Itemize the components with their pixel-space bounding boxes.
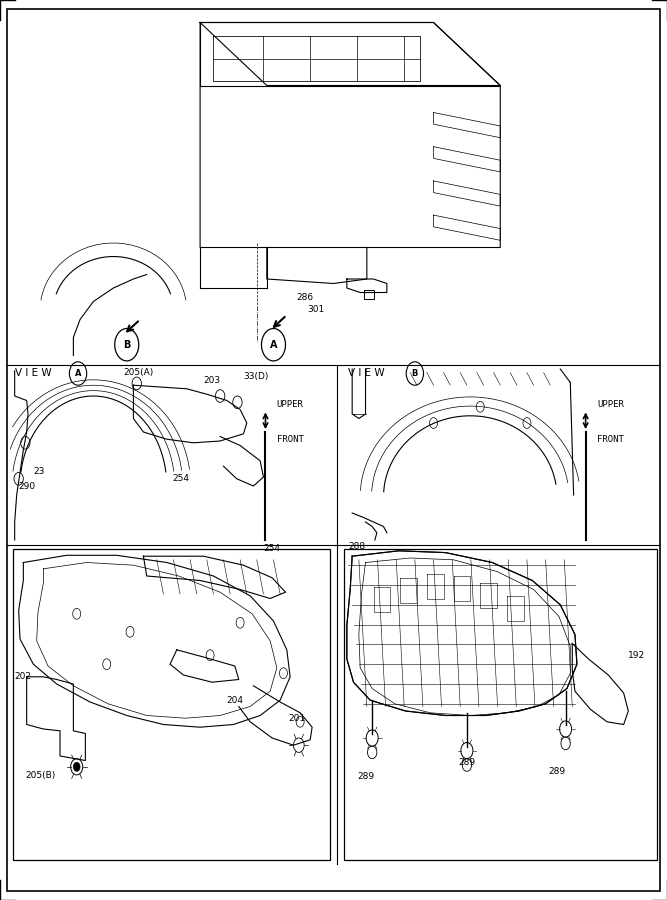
Text: 288: 288 <box>348 542 366 551</box>
Text: 254: 254 <box>263 544 280 553</box>
Text: 289: 289 <box>458 758 476 767</box>
Text: 192: 192 <box>628 651 646 660</box>
Text: 204: 204 <box>227 696 243 705</box>
Text: 289: 289 <box>357 772 374 781</box>
Text: 23: 23 <box>33 467 45 476</box>
Text: UPPER: UPPER <box>597 400 624 410</box>
Text: 203: 203 <box>203 376 221 385</box>
Text: 201: 201 <box>288 714 305 723</box>
Text: 202: 202 <box>15 672 31 681</box>
Text: V I E W: V I E W <box>15 368 51 378</box>
Text: 205(A): 205(A) <box>123 368 153 377</box>
Text: 205(B): 205(B) <box>25 771 55 780</box>
Text: 33(D): 33(D) <box>243 372 269 381</box>
Text: FRONT: FRONT <box>277 435 303 444</box>
Text: V I E W: V I E W <box>348 368 385 378</box>
Text: 254: 254 <box>172 474 189 483</box>
Text: B: B <box>123 339 131 350</box>
Text: A: A <box>75 369 81 378</box>
Circle shape <box>73 762 80 771</box>
Text: B: B <box>412 369 418 378</box>
Text: 289: 289 <box>548 767 566 776</box>
Text: FRONT: FRONT <box>597 435 624 444</box>
Text: UPPER: UPPER <box>277 400 303 410</box>
Text: 301: 301 <box>307 305 324 314</box>
Text: 290: 290 <box>19 482 36 491</box>
Text: A: A <box>269 339 277 350</box>
Text: 286: 286 <box>297 292 314 302</box>
